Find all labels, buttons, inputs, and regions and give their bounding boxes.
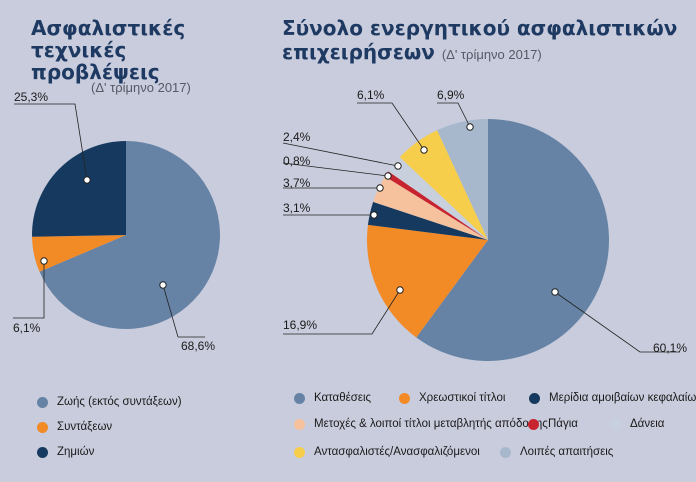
legend1-swatch-0: [37, 396, 48, 408]
pie2-leader-dot-7: [466, 123, 474, 131]
pie1-value-label-2: 25,3%: [14, 90, 49, 104]
pie2-value-label-6: 6,1%: [357, 88, 385, 102]
pie2-value-label-2: 3,1%: [283, 201, 311, 215]
pie2-leader-0: [554, 291, 680, 353]
legend2-item-2: Μερίδια αμοιβαίων κεφαλαίων: [529, 392, 696, 404]
pie2-value-label-4: 0,8%: [283, 154, 311, 168]
legend2-swatch-7: [500, 446, 511, 458]
legend2-label-2: Μερίδια αμοιβαίων κεφαλαίων: [549, 392, 696, 404]
pie1-leader-1: [13, 261, 45, 319]
pie1-leader-dot-2: [83, 176, 91, 184]
pie2-slice-1: [367, 224, 488, 338]
pie2-leader-dot-1: [396, 286, 404, 294]
legend1-swatch-1: [37, 421, 48, 433]
legend2-label-6: Αντασφαλιστές/Ανασφαλιζόμενοι: [314, 446, 480, 458]
legend2-label-4: Πάγια: [548, 418, 578, 430]
pie2-leader-5: [282, 142, 399, 167]
left-chart-title: Ασφαλιστικές τεχνικές προβλέψεις: [31, 16, 186, 84]
pie2-leader-dot-3: [376, 184, 384, 192]
legend2-item-3: Μετοχές & λοιποί τίτλοι μεταβλητής απόδο…: [294, 418, 548, 430]
pie2-slice-3: [373, 176, 488, 240]
pie2-value-label-5: 2,4%: [283, 130, 311, 144]
pie2-slice-0: [416, 119, 610, 361]
legend2-swatch-0: [294, 392, 305, 404]
legend2-item-5: Δάνεια: [610, 418, 664, 430]
pie1-slice-2: [32, 141, 127, 237]
pie2-leader-dot-5: [394, 162, 402, 170]
pie2-leader-7: [437, 102, 471, 128]
legend2-swatch-3: [294, 418, 305, 430]
pie2-leader-1: [283, 289, 401, 335]
pie2-leader-dot-4: [384, 172, 392, 180]
pie1-slice-0: [39, 141, 221, 329]
pie1-value-label-1: 6,1%: [13, 321, 41, 335]
pie2-slice-6: [399, 130, 488, 240]
pie2-leader-dot-0: [551, 288, 559, 296]
legend2-swatch-5: [610, 418, 621, 430]
legend1-label-0: Ζωής (εκτός συντάξεων): [57, 396, 182, 408]
legend2-label-1: Χρεωστικοί τίτλοι: [419, 392, 506, 404]
legend2-swatch-4: [528, 418, 539, 430]
legend2-item-4: Πάγια: [528, 418, 578, 430]
left-chart-subtitle: (Δ' τρίμηνο 2017): [91, 80, 191, 95]
right-chart-title-line1: Σύνολο ενεργητικού ασφαλιστικών: [282, 16, 678, 40]
legend2-label-3: Μετοχές & λοιποί τίτλοι μεταβλητής απόδο…: [314, 418, 548, 430]
legend2-swatch-6: [294, 446, 305, 458]
pie1-slice-1: [32, 235, 126, 272]
pie2-value-label-1: 16,9%: [283, 318, 318, 332]
pie1-leader-dot-0: [159, 281, 167, 289]
pie2-slice-4: [385, 171, 488, 240]
pie1-leader-2: [14, 103, 88, 181]
legend1-swatch-2: [37, 446, 48, 458]
legend1-item-0: Ζωής (εκτός συντάξεων): [37, 396, 182, 408]
pie1-value-label-0: 68,6%: [181, 339, 216, 353]
right-chart-title-line2: επιχειρήσεων (Δ' τρίμηνο 2017): [282, 41, 542, 66]
legend1-label-1: Συντάξεων: [57, 421, 113, 433]
pie2-leader-4: [282, 162, 389, 177]
pie1-leader-0: [162, 284, 205, 338]
legend1-label-2: Ζημιών: [57, 446, 95, 458]
pie2-slice-5: [388, 157, 488, 240]
legend2-item-7: Λοιπές απαιτήσεις: [500, 446, 613, 458]
legend2-item-6: Αντασφαλιστές/Ανασφαλιζόμενοι: [294, 446, 480, 458]
legend2-swatch-2: [529, 392, 540, 404]
legend2-label-5: Δάνεια: [630, 418, 665, 430]
legend1-item-2: Ζημιών: [37, 446, 94, 458]
pie2-leader-6: [357, 102, 425, 151]
pie2-leader-dot-6: [420, 146, 428, 154]
pie2-slice-7: [437, 119, 488, 240]
pie2-value-label-0: 60,1%: [653, 341, 688, 355]
pie2-slice-2: [367, 201, 488, 240]
legend2-item-1: Χρεωστικοί τίτλοι: [399, 392, 505, 404]
legend2-label-0: Καταθέσεις: [314, 392, 372, 404]
right-chart-title-line2-text: επιχειρήσεων: [282, 40, 435, 64]
legend1-item-1: Συντάξεων: [37, 421, 112, 433]
pie2-value-label-7: 6,9%: [437, 88, 465, 102]
pie2-value-label-3: 3,7%: [283, 176, 311, 190]
pie1-leader-dot-1: [40, 257, 48, 265]
legend2-item-0: Καταθέσεις: [294, 392, 371, 404]
legend2-swatch-1: [399, 392, 410, 404]
right-chart-subtitle: (Δ' τρίμηνο 2017): [441, 47, 542, 62]
pie2-leader-dot-2: [370, 211, 378, 219]
legend2-label-7: Λοιπές απαιτήσεις: [520, 446, 614, 458]
